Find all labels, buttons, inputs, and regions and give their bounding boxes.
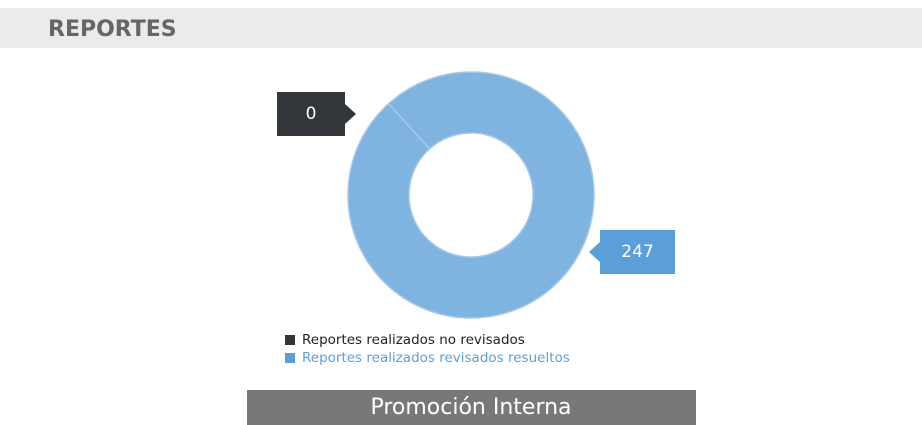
- donut-slice: [347, 71, 595, 319]
- value-label-pointer: [589, 242, 600, 262]
- value-label-pointer: [345, 104, 356, 124]
- footer-title: Promoción Interna: [370, 395, 571, 420]
- header-bar: [0, 8, 922, 48]
- legend-swatch: [285, 353, 295, 363]
- value-label-box: [277, 92, 345, 136]
- value-label-box: [600, 230, 675, 274]
- legend-label: Reportes realizados no revisados: [302, 332, 525, 348]
- legend-swatch: [285, 335, 295, 345]
- header-title: REPORTES: [48, 17, 177, 42]
- legend-label: Reportes realizados revisados resueltos: [302, 350, 570, 366]
- footer-bar: [247, 390, 696, 425]
- value-label: 0: [306, 104, 317, 124]
- value-label: 247: [621, 242, 653, 262]
